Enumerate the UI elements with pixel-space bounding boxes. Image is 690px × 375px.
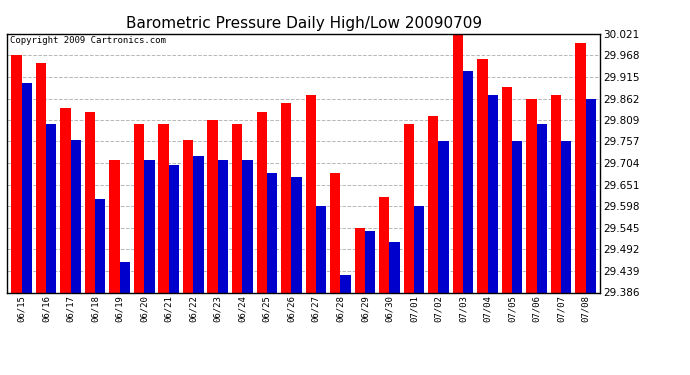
Bar xyxy=(267,173,277,292)
Bar xyxy=(438,141,449,292)
Bar xyxy=(110,160,119,292)
Bar xyxy=(453,34,463,292)
Bar xyxy=(134,124,144,292)
Bar xyxy=(477,58,488,292)
Bar xyxy=(316,206,326,292)
Bar xyxy=(11,54,21,292)
Bar xyxy=(502,87,512,292)
Bar xyxy=(330,173,340,292)
Bar xyxy=(537,124,547,292)
Bar xyxy=(169,165,179,292)
Bar xyxy=(512,141,522,292)
Bar xyxy=(257,112,267,292)
Bar xyxy=(586,99,596,292)
Bar xyxy=(291,177,302,292)
Bar xyxy=(208,120,218,292)
Bar xyxy=(85,112,95,292)
Bar xyxy=(575,43,586,292)
Bar xyxy=(232,124,242,292)
Bar xyxy=(379,197,389,292)
Text: Copyright 2009 Cartronics.com: Copyright 2009 Cartronics.com xyxy=(10,36,166,45)
Bar xyxy=(340,274,351,292)
Bar xyxy=(119,262,130,292)
Bar xyxy=(193,156,204,292)
Bar xyxy=(46,124,57,292)
Bar xyxy=(365,231,375,292)
Bar xyxy=(183,140,193,292)
Bar xyxy=(428,116,438,292)
Bar xyxy=(355,228,365,292)
Bar xyxy=(218,160,228,292)
Bar xyxy=(70,140,81,292)
Bar xyxy=(463,71,473,292)
Bar xyxy=(159,124,169,292)
Bar xyxy=(281,104,291,292)
Title: Barometric Pressure Daily High/Low 20090709: Barometric Pressure Daily High/Low 20090… xyxy=(126,16,482,31)
Bar xyxy=(60,108,70,292)
Bar xyxy=(306,95,316,292)
Bar xyxy=(551,95,561,292)
Bar xyxy=(242,160,253,292)
Bar xyxy=(36,63,46,292)
Bar xyxy=(389,242,400,292)
Bar xyxy=(144,160,155,292)
Bar xyxy=(21,83,32,292)
Bar xyxy=(526,99,537,292)
Bar xyxy=(404,124,414,292)
Bar xyxy=(95,199,106,292)
Bar xyxy=(488,95,497,292)
Bar xyxy=(414,206,424,292)
Bar xyxy=(561,141,571,292)
